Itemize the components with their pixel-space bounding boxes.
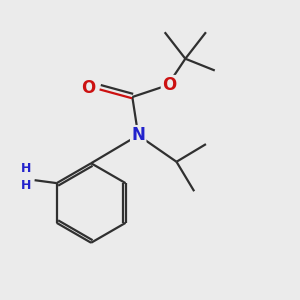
Text: H: H <box>21 179 31 192</box>
Text: N: N <box>131 126 145 144</box>
Text: O: O <box>162 76 176 94</box>
Text: O: O <box>81 79 95 97</box>
Text: H: H <box>21 163 31 176</box>
